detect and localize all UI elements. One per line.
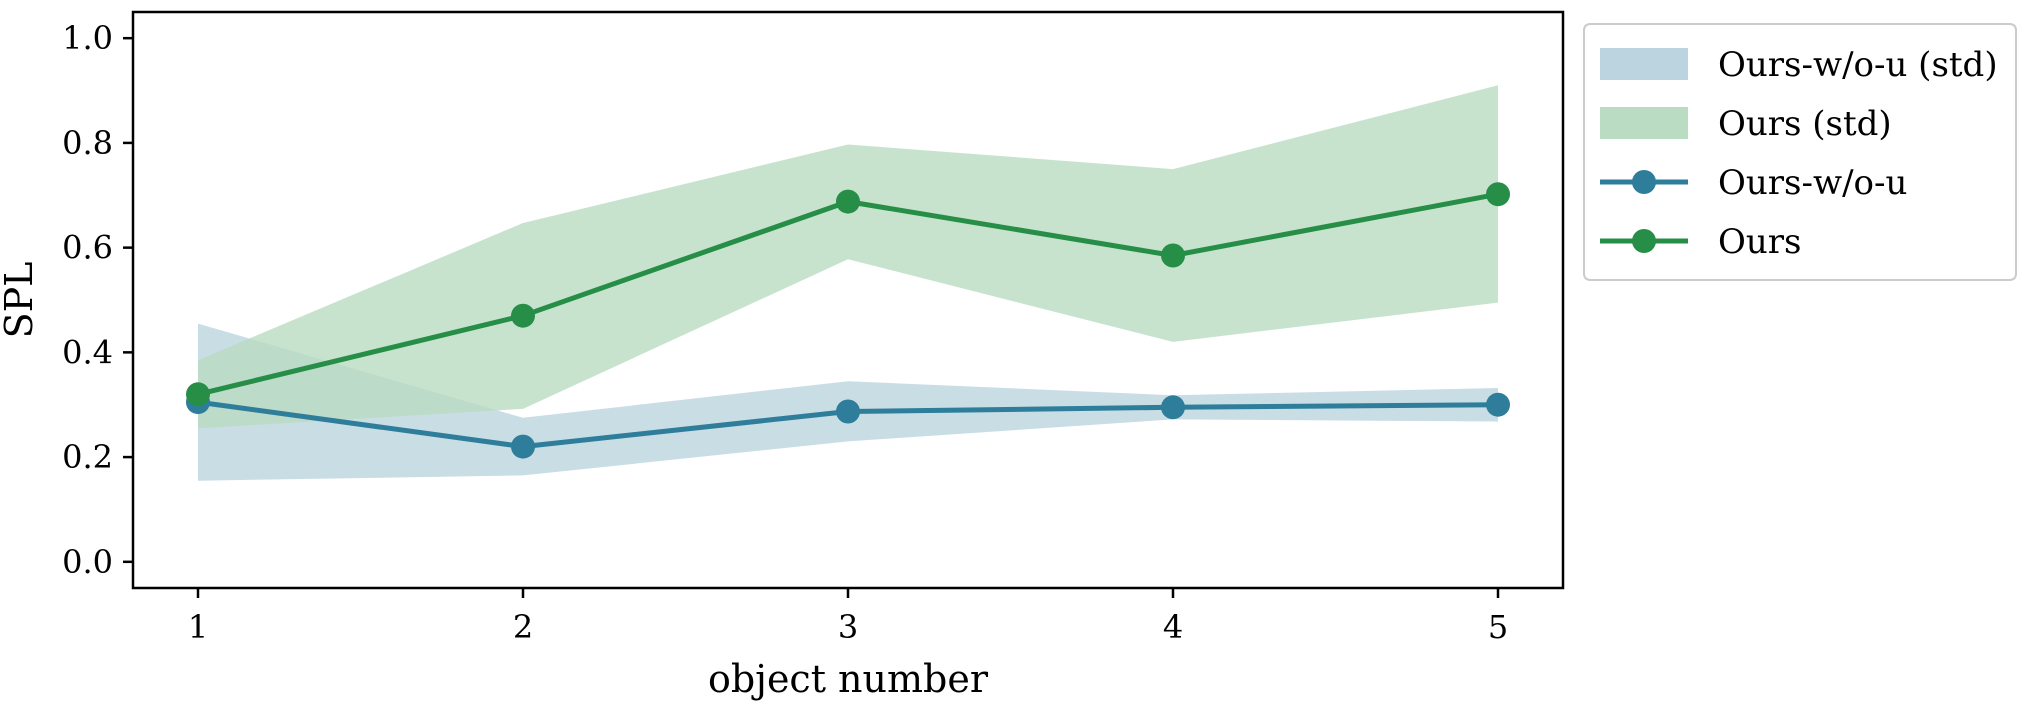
y-tick-label: 0.0 xyxy=(62,543,113,581)
legend-marker-2 xyxy=(1632,170,1656,194)
y-axis-label: SPL xyxy=(0,262,41,339)
data-point-0-2 xyxy=(836,399,860,424)
legend-label-1: Ours (std) xyxy=(1718,104,1892,144)
legend-label-0: Ours-w/o-u (std) xyxy=(1718,45,1998,85)
x-tick-label: 1 xyxy=(188,608,208,646)
y-tick-label: 1.0 xyxy=(62,19,113,57)
x-tick-label: 3 xyxy=(838,608,858,646)
x-tick-label: 5 xyxy=(1488,608,1508,646)
y-axis-ticks: 0.0 0.2 0.4 0.6 0.8 1.0 xyxy=(62,19,133,581)
legend-swatch-0 xyxy=(1600,48,1688,80)
legend-swatch-1 xyxy=(1600,107,1688,139)
legend-frame xyxy=(1583,23,2017,281)
x-axis-label: object number xyxy=(708,657,989,701)
x-tick-label: 4 xyxy=(1163,608,1183,646)
data-point-1-0 xyxy=(186,382,210,407)
std-band-1 xyxy=(198,85,1498,429)
legend: Ours-w/o-u (std) Ours (std) Ours-w/o-u Ours xyxy=(1583,23,2017,281)
legend-label-3: Ours xyxy=(1718,222,1801,262)
legend-marker-3 xyxy=(1632,229,1656,253)
data-point-0-1 xyxy=(511,434,535,459)
data-point-1-2 xyxy=(836,189,860,214)
y-tick-label: 0.8 xyxy=(62,124,113,162)
data-point-1-3 xyxy=(1161,243,1185,268)
data-point-0-4 xyxy=(1486,392,1510,417)
data-point-1-1 xyxy=(511,303,535,328)
data-point-1-4 xyxy=(1486,182,1510,207)
legend-items: Ours-w/o-u (std) Ours (std) Ours-w/o-u Ours xyxy=(1600,45,1998,262)
y-tick-label: 0.6 xyxy=(62,229,113,267)
legend-label-2: Ours-w/o-u xyxy=(1718,163,1907,203)
x-axis-ticks: 1 2 3 4 5 xyxy=(188,588,1508,646)
y-tick-label: 0.2 xyxy=(62,438,113,476)
data-point-0-3 xyxy=(1161,395,1185,420)
series-points xyxy=(186,182,1510,459)
y-tick-label: 0.4 xyxy=(62,333,113,371)
x-tick-label: 2 xyxy=(513,608,533,646)
